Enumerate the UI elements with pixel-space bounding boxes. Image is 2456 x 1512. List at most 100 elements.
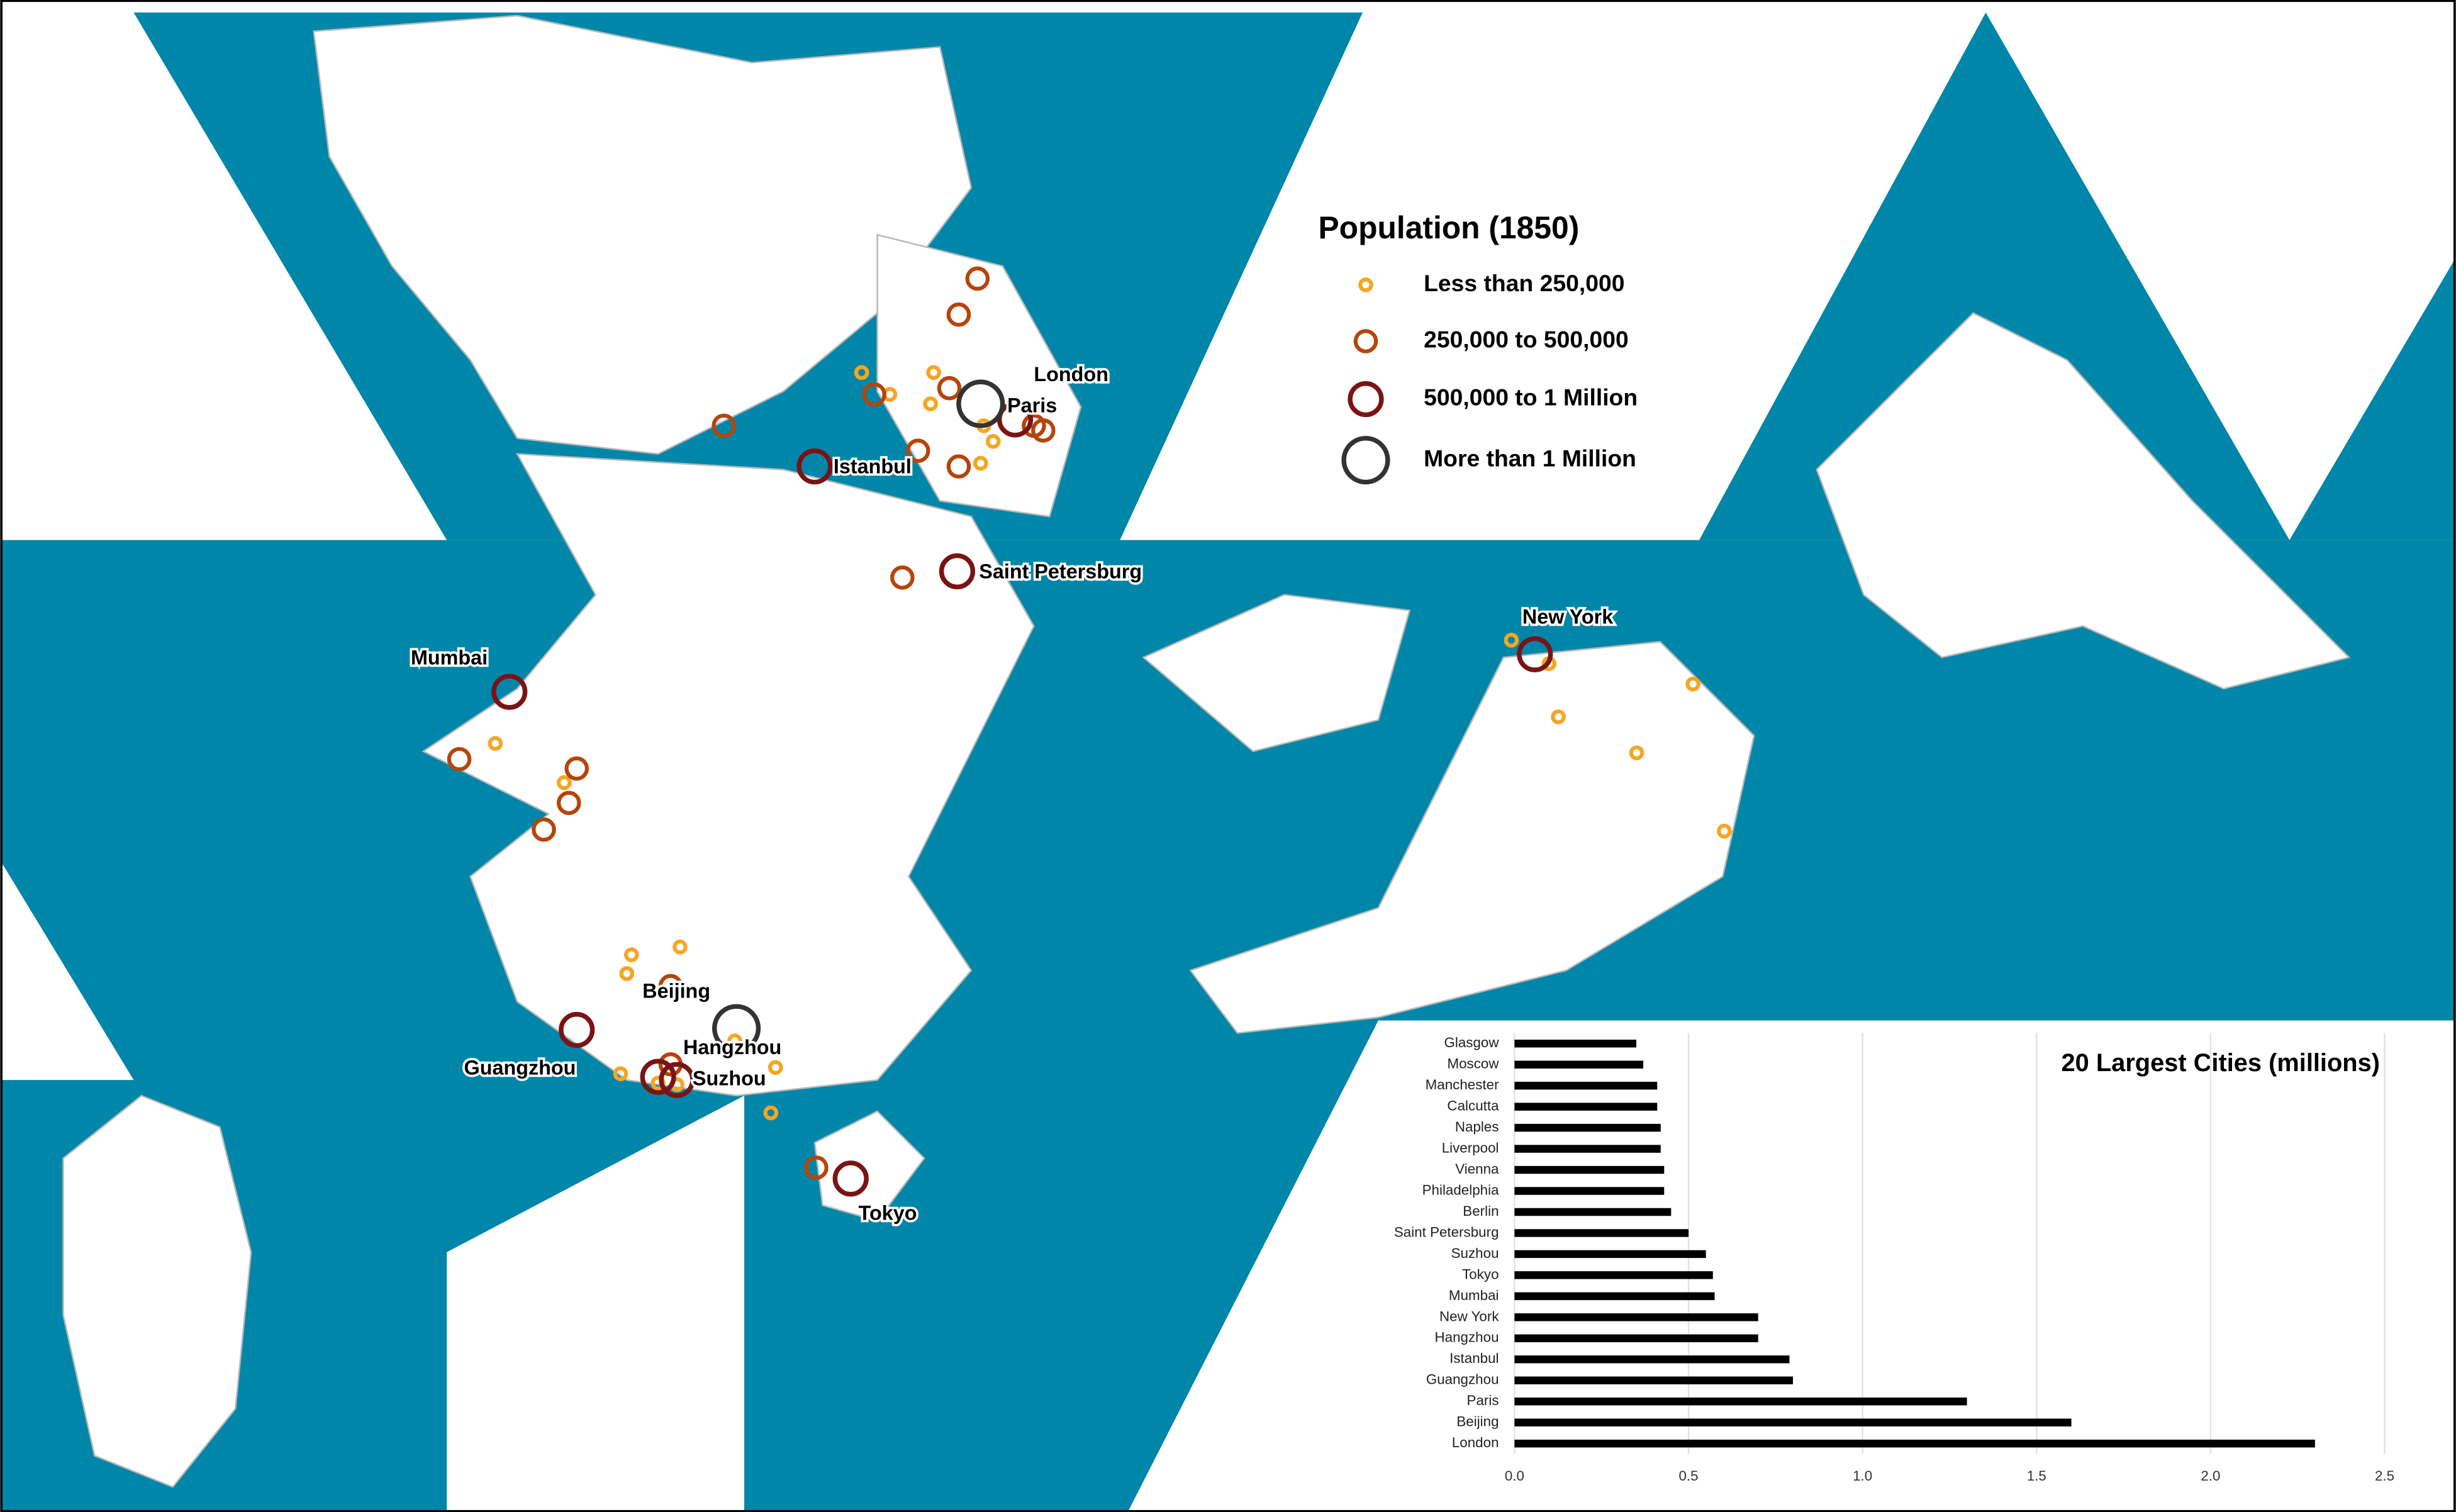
legend-symbol: [1358, 277, 1373, 292]
city-marker: [985, 433, 1001, 449]
bar: [1514, 1398, 1967, 1406]
legend-label: 250,000 to 500,000: [1424, 326, 1629, 352]
city-marker: [1022, 413, 1046, 438]
legend-label: 500,000 to 1 Million: [1424, 384, 1638, 410]
legend-symbol: [1353, 329, 1378, 353]
city-marker: [804, 1155, 829, 1180]
city-marker: [937, 375, 962, 401]
bar: [1514, 1313, 1758, 1321]
city-marker: [1685, 676, 1700, 692]
city-label: London: [1034, 363, 1108, 386]
y-tick-label: Berlin: [1463, 1203, 1499, 1219]
city-label: Paris: [1007, 394, 1057, 417]
city-marker: [923, 396, 938, 411]
y-tick-label: Liverpool: [1442, 1140, 1499, 1156]
y-tick-label: Suzhou: [1451, 1245, 1499, 1261]
city-marker: [956, 379, 1005, 428]
legend: Population (1850) Less than 250,000 250,0…: [1319, 210, 1638, 485]
y-tick-label: London: [1452, 1435, 1499, 1450]
city-label: Guangzhou: [464, 1056, 576, 1079]
city-label: Saint Petersburg: [979, 560, 1142, 582]
city-label: Tokyo: [859, 1202, 917, 1225]
city-marker: [890, 565, 915, 590]
y-tick-label: Calcutta: [1447, 1098, 1499, 1114]
y-tick-label: Naples: [1455, 1119, 1499, 1135]
city-marker: [613, 1066, 628, 1082]
bar: [1514, 1187, 1665, 1195]
city-marker: [1629, 745, 1644, 760]
city-marker: [488, 736, 503, 751]
city-labels: London Paris Istanbul Saint Petersburg Mumba…: [408, 360, 1616, 1226]
city-label: Beijing: [642, 979, 710, 1002]
city-marker: [946, 302, 971, 327]
y-tick-label: Vienna: [1455, 1161, 1499, 1177]
y-tick-label: Manchester: [1426, 1077, 1499, 1092]
city-label: Istanbul: [834, 455, 912, 478]
city-marker: [1717, 823, 1732, 839]
city-marker: [559, 1011, 595, 1048]
y-tick-label: Glasgow: [1444, 1035, 1499, 1050]
bar: [1514, 1103, 1658, 1111]
city-marker: [862, 382, 886, 407]
bar: [1514, 1081, 1658, 1090]
city-marker: [491, 674, 528, 710]
bar: [1514, 1334, 1758, 1343]
bar: [1514, 1376, 1794, 1384]
city-marker: [659, 1062, 695, 1098]
city-marker: [939, 553, 976, 589]
city-markers: [447, 266, 1732, 1197]
bar: [1514, 1165, 1665, 1174]
x-tick-label: 1.5: [2027, 1468, 2046, 1484]
bar: [1514, 1060, 1644, 1069]
city-marker: [1517, 636, 1553, 672]
bar: [1514, 1271, 1713, 1279]
chart-panel: [1378, 1020, 2456, 1512]
city-marker: [965, 266, 990, 291]
bar-chart: 20 Largest Cities (millions) 0.0 0.5 1.0 1.5…: [1394, 1033, 2394, 1484]
city-marker: [447, 747, 472, 772]
landmass: [1816, 312, 2351, 690]
bar: [1514, 1418, 2072, 1426]
city-marker: [712, 413, 736, 438]
y-tick-label: Beijing: [1456, 1414, 1499, 1430]
landmass: [421, 453, 1035, 1097]
y-tick-label: Guangzhou: [1426, 1372, 1499, 1387]
city-marker: [619, 966, 635, 981]
x-tick-label: 0.0: [1505, 1468, 1524, 1484]
bar: [1514, 1145, 1661, 1153]
city-label: New York: [1522, 606, 1614, 628]
legend-symbol: [1341, 436, 1390, 485]
bar: [1514, 1039, 1637, 1048]
bar: [1514, 1292, 1715, 1301]
x-tick-label: 2.5: [2375, 1468, 2394, 1484]
city-marker: [658, 974, 683, 999]
city-marker: [854, 365, 869, 381]
city-marker: [532, 817, 556, 842]
y-tick-label: Philadelphia: [1422, 1182, 1499, 1198]
city-marker: [673, 939, 688, 955]
y-tick-label: Hangzhou: [1435, 1330, 1499, 1345]
y-tick-label: Saint Petersburg: [1394, 1224, 1499, 1240]
y-tick-label: Mumbai: [1449, 1287, 1499, 1303]
city-marker: [763, 1105, 779, 1121]
city-marker: [905, 438, 930, 464]
bar: [1514, 1123, 1661, 1132]
city-marker: [640, 1059, 676, 1095]
ocean-panel: [1699, 12, 2290, 540]
city-marker: [946, 454, 971, 479]
x-tick-label: 0.5: [1678, 1468, 1698, 1484]
city-marker: [557, 775, 572, 791]
legend-label: Less than 250,000: [1424, 270, 1624, 296]
y-tick-label: Moscow: [1447, 1056, 1499, 1072]
bar: [1514, 1229, 1689, 1237]
city-label: Mumbai: [411, 646, 488, 669]
x-tick-label: 2.0: [2201, 1468, 2220, 1484]
city-label: Suzhou: [693, 1067, 766, 1090]
city-marker: [796, 448, 833, 485]
city-marker: [996, 401, 1034, 438]
chart-title: 20 Largest Cities (millions): [2062, 1049, 2380, 1077]
city-marker: [926, 365, 941, 381]
bar: [1514, 1355, 1790, 1364]
